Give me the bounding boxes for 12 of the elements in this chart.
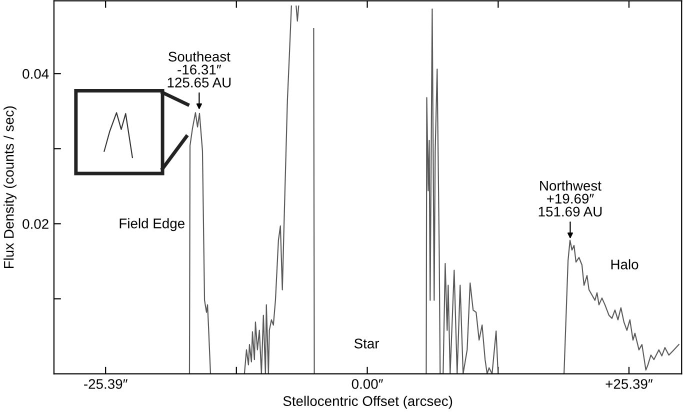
y-tick-label: 0.04 [22, 68, 49, 79]
x-axis-title: Stellocentric Offset (arcsec) [283, 396, 452, 409]
annotation: Star [354, 338, 380, 348]
annotation: Halo [611, 259, 638, 270]
annotation: Field Edge [120, 218, 184, 232]
y-axis-title: Flux Density (counts / sec) [4, 106, 17, 268]
x-tick-label: +25.39″ [606, 379, 653, 389]
annotation: Northwest +19.69″ 151.69 AU [538, 180, 602, 217]
x-tick-label: 0.00″ [352, 379, 384, 389]
y-tick-label: 0.02 [22, 219, 48, 229]
x-tick-label: -25.39″ [84, 379, 128, 389]
annotation: Southeast -16.31″ 125.65 AU [168, 51, 231, 88]
